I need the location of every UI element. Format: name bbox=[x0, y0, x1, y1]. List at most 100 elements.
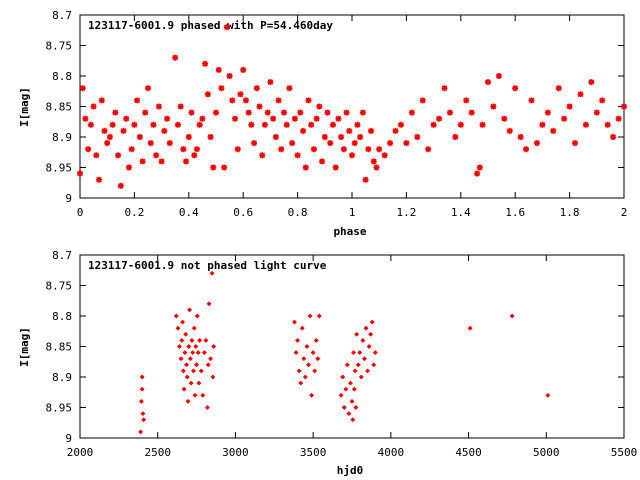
data-point bbox=[101, 127, 108, 134]
y-tick-label: 8.85 bbox=[46, 341, 73, 354]
data-point bbox=[138, 429, 144, 435]
data-point bbox=[256, 103, 263, 110]
data-point bbox=[261, 121, 268, 128]
y-tick-label: 8.95 bbox=[46, 162, 73, 175]
data-point bbox=[457, 121, 464, 128]
data-point bbox=[208, 356, 214, 362]
data-point bbox=[112, 109, 119, 116]
data-point bbox=[357, 350, 363, 356]
data-point bbox=[346, 127, 353, 134]
data-point bbox=[183, 331, 189, 337]
data-point bbox=[200, 392, 206, 398]
data-point bbox=[96, 176, 103, 183]
data-point bbox=[343, 109, 350, 116]
data-point bbox=[302, 374, 308, 380]
data-point bbox=[316, 313, 322, 319]
y-tick-label: 8.8 bbox=[52, 310, 72, 323]
x-tick-label: 1 bbox=[349, 206, 356, 219]
data-point bbox=[199, 115, 206, 122]
data-point bbox=[158, 158, 165, 165]
data-point bbox=[194, 313, 200, 319]
y-tick-label: 8.8 bbox=[52, 70, 72, 83]
x-tick-label: 5500 bbox=[611, 446, 638, 459]
data-point bbox=[360, 337, 366, 343]
y-axis-label: I[mag] bbox=[18, 327, 31, 367]
data-point bbox=[362, 176, 369, 183]
data-point bbox=[381, 152, 388, 159]
data-point bbox=[414, 134, 421, 140]
data-point bbox=[340, 374, 346, 380]
data-point bbox=[512, 85, 519, 92]
data-point bbox=[436, 115, 443, 122]
y-tick-label: 8.75 bbox=[46, 280, 73, 293]
data-point bbox=[242, 97, 249, 104]
data-point bbox=[298, 380, 304, 386]
data-point bbox=[188, 109, 195, 116]
data-point bbox=[264, 109, 271, 116]
data-point bbox=[366, 343, 372, 350]
data-point bbox=[352, 368, 358, 374]
y-tick-label: 9 bbox=[65, 432, 72, 445]
data-point bbox=[324, 109, 331, 116]
data-point bbox=[369, 319, 375, 325]
data-point bbox=[283, 121, 290, 128]
data-point bbox=[373, 164, 380, 171]
data-point bbox=[523, 146, 530, 153]
y-tick-label: 8.9 bbox=[52, 371, 72, 384]
x-axis-label: hjd0 bbox=[337, 464, 364, 477]
x-tick-label: 4000 bbox=[378, 446, 405, 459]
x-tick-label: 0.2 bbox=[124, 206, 144, 219]
data-point bbox=[533, 140, 540, 147]
data-point bbox=[215, 66, 222, 73]
data-point bbox=[286, 85, 293, 92]
x-tick-label: 3000 bbox=[222, 446, 249, 459]
data-point bbox=[259, 152, 266, 159]
data-point bbox=[509, 313, 515, 319]
data-point bbox=[354, 121, 361, 128]
data-point bbox=[210, 164, 217, 171]
data-point bbox=[302, 164, 309, 171]
data-point bbox=[253, 85, 260, 92]
x-tick-label: 4500 bbox=[455, 446, 482, 459]
y-tick-label: 8.95 bbox=[46, 402, 73, 415]
data-point bbox=[291, 319, 298, 325]
data-point bbox=[313, 115, 320, 122]
data-point bbox=[539, 121, 546, 128]
x-tick-label: 1.8 bbox=[560, 206, 580, 219]
data-point bbox=[82, 115, 89, 122]
data-point bbox=[582, 121, 589, 128]
data-point bbox=[187, 307, 193, 313]
data-point bbox=[192, 392, 198, 398]
data-point bbox=[270, 115, 277, 122]
data-point bbox=[141, 417, 147, 423]
data-point bbox=[392, 127, 399, 134]
data-point bbox=[245, 109, 252, 116]
data-point bbox=[299, 325, 305, 331]
data-point bbox=[106, 134, 113, 140]
data-point bbox=[305, 97, 312, 104]
x-tick-label: 0 bbox=[77, 206, 84, 219]
data-point bbox=[372, 350, 378, 356]
data-point bbox=[321, 134, 328, 140]
data-point bbox=[164, 115, 171, 122]
phased-light-curve-chart: 123117-6001.9 phased with P=54.460day ph… bbox=[18, 9, 627, 238]
data-point bbox=[185, 398, 191, 404]
data-point bbox=[174, 121, 181, 128]
data-point bbox=[93, 152, 100, 159]
data-point bbox=[221, 164, 228, 171]
y-tick-label: 8.7 bbox=[52, 9, 72, 22]
data-point bbox=[136, 134, 143, 140]
data-point bbox=[191, 152, 198, 159]
data-point bbox=[184, 374, 190, 380]
data-point bbox=[316, 103, 323, 110]
data-point bbox=[161, 127, 168, 134]
data-point bbox=[195, 350, 201, 356]
x-tick-label: 5000 bbox=[533, 446, 560, 459]
data-point bbox=[109, 121, 116, 128]
data-point bbox=[566, 103, 573, 110]
data-point bbox=[561, 115, 568, 122]
data-point bbox=[98, 97, 105, 104]
data-point bbox=[355, 362, 361, 368]
x-axis-label: phase bbox=[333, 225, 366, 238]
data-point bbox=[197, 337, 203, 343]
